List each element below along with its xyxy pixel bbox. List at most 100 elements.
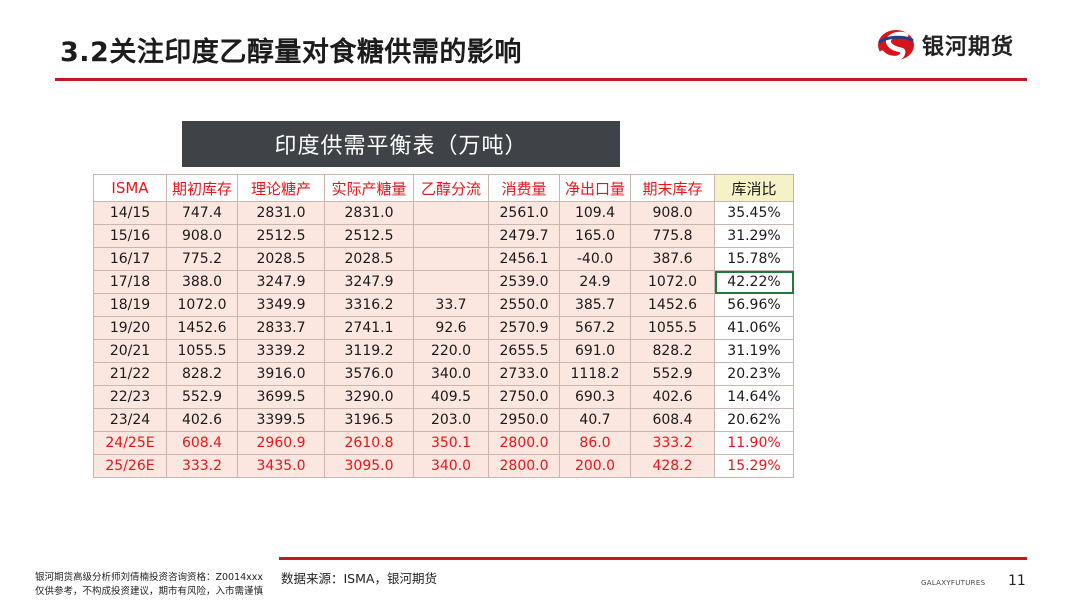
table-cell[interactable]: 2655.5 <box>488 339 560 363</box>
season-cell[interactable]: 15/16 <box>93 224 167 248</box>
table-cell[interactable]: 35.45% <box>714 201 794 225</box>
table-cell[interactable]: 3435.0 <box>237 454 325 478</box>
table-cell[interactable]: 2456.1 <box>488 247 560 271</box>
table-cell[interactable]: 165.0 <box>559 224 631 248</box>
table-cell[interactable]: 1452.6 <box>166 316 238 340</box>
table-cell[interactable]: 86.0 <box>559 431 631 455</box>
table-cell[interactable]: 828.2 <box>630 339 715 363</box>
table-cell[interactable]: 402.6 <box>630 385 715 409</box>
table-cell[interactable]: 385.7 <box>559 293 631 317</box>
table-cell[interactable]: 14.64% <box>714 385 794 409</box>
season-cell[interactable]: 20/21 <box>93 339 167 363</box>
table-cell[interactable]: 402.6 <box>166 408 238 432</box>
table-cell[interactable]: 3399.5 <box>237 408 325 432</box>
table-cell[interactable]: 3699.5 <box>237 385 325 409</box>
table-cell[interactable]: 11.90% <box>714 431 794 455</box>
table-cell[interactable]: 15.78% <box>714 247 794 271</box>
table-cell[interactable]: 1072.0 <box>166 293 238 317</box>
table-cell[interactable]: 340.0 <box>413 362 489 386</box>
table-cell[interactable]: 1118.2 <box>559 362 631 386</box>
table-cell[interactable]: 690.3 <box>559 385 631 409</box>
table-cell[interactable]: 2539.0 <box>488 270 560 294</box>
table-cell[interactable]: 42.22% <box>714 270 794 294</box>
table-cell[interactable]: 1452.6 <box>630 293 715 317</box>
table-cell[interactable] <box>413 247 489 271</box>
table-cell[interactable]: 552.9 <box>166 385 238 409</box>
table-cell[interactable]: 203.0 <box>413 408 489 432</box>
table-cell[interactable]: 41.06% <box>714 316 794 340</box>
table-cell[interactable] <box>413 201 489 225</box>
table-cell[interactable]: 2561.0 <box>488 201 560 225</box>
table-cell[interactable]: 3247.9 <box>237 270 325 294</box>
season-cell[interactable]: 24/25E <box>93 431 167 455</box>
table-cell[interactable]: 2512.5 <box>324 224 414 248</box>
table-cell[interactable]: 2570.9 <box>488 316 560 340</box>
table-cell[interactable]: 2741.1 <box>324 316 414 340</box>
table-cell[interactable]: 608.4 <box>630 408 715 432</box>
table-cell[interactable]: 3095.0 <box>324 454 414 478</box>
table-cell[interactable]: 333.2 <box>166 454 238 478</box>
table-cell[interactable]: 2479.7 <box>488 224 560 248</box>
table-cell[interactable]: 691.0 <box>559 339 631 363</box>
table-cell[interactable]: 2512.5 <box>237 224 325 248</box>
table-cell[interactable]: 340.0 <box>413 454 489 478</box>
table-cell[interactable]: 2028.5 <box>237 247 325 271</box>
table-cell[interactable]: 1072.0 <box>630 270 715 294</box>
table-cell[interactable] <box>413 224 489 248</box>
table-cell[interactable] <box>413 270 489 294</box>
table-cell[interactable]: 2750.0 <box>488 385 560 409</box>
table-cell[interactable]: 775.2 <box>166 247 238 271</box>
table-cell[interactable]: 388.0 <box>166 270 238 294</box>
table-cell[interactable]: 350.1 <box>413 431 489 455</box>
table-cell[interactable]: 2028.5 <box>324 247 414 271</box>
table-cell[interactable]: 3247.9 <box>324 270 414 294</box>
table-cell[interactable]: 333.2 <box>630 431 715 455</box>
season-cell[interactable]: 17/18 <box>93 270 167 294</box>
season-cell[interactable]: 19/20 <box>93 316 167 340</box>
season-cell[interactable]: 22/23 <box>93 385 167 409</box>
table-cell[interactable]: 200.0 <box>559 454 631 478</box>
table-cell[interactable]: 40.7 <box>559 408 631 432</box>
table-cell[interactable]: 608.4 <box>166 431 238 455</box>
table-cell[interactable]: 428.2 <box>630 454 715 478</box>
table-cell[interactable]: 3576.0 <box>324 362 414 386</box>
table-cell[interactable]: 2610.8 <box>324 431 414 455</box>
table-cell[interactable]: 2800.0 <box>488 454 560 478</box>
table-cell[interactable]: 2800.0 <box>488 431 560 455</box>
season-cell[interactable]: 16/17 <box>93 247 167 271</box>
table-cell[interactable]: 24.9 <box>559 270 631 294</box>
table-cell[interactable]: 1055.5 <box>630 316 715 340</box>
table-cell[interactable]: 775.8 <box>630 224 715 248</box>
table-cell[interactable]: 3349.9 <box>237 293 325 317</box>
table-cell[interactable]: 409.5 <box>413 385 489 409</box>
table-cell[interactable]: 1055.5 <box>166 339 238 363</box>
table-cell[interactable]: 20.62% <box>714 408 794 432</box>
table-cell[interactable]: 220.0 <box>413 339 489 363</box>
table-cell[interactable]: 908.0 <box>166 224 238 248</box>
table-cell[interactable]: 2831.0 <box>324 201 414 225</box>
table-cell[interactable]: 2550.0 <box>488 293 560 317</box>
table-cell[interactable]: 2733.0 <box>488 362 560 386</box>
table-cell[interactable]: 2831.0 <box>237 201 325 225</box>
table-cell[interactable]: 387.6 <box>630 247 715 271</box>
table-cell[interactable]: 3119.2 <box>324 339 414 363</box>
table-cell[interactable]: 552.9 <box>630 362 715 386</box>
season-cell[interactable]: 14/15 <box>93 201 167 225</box>
table-cell[interactable]: 2950.0 <box>488 408 560 432</box>
table-cell[interactable]: 2833.7 <box>237 316 325 340</box>
table-cell[interactable]: 92.6 <box>413 316 489 340</box>
season-cell[interactable]: 23/24 <box>93 408 167 432</box>
table-cell[interactable]: 908.0 <box>630 201 715 225</box>
table-cell[interactable]: 2960.9 <box>237 431 325 455</box>
table-cell[interactable]: 828.2 <box>166 362 238 386</box>
table-cell[interactable]: 31.29% <box>714 224 794 248</box>
table-cell[interactable]: 56.96% <box>714 293 794 317</box>
table-cell[interactable]: -40.0 <box>559 247 631 271</box>
table-cell[interactable]: 3290.0 <box>324 385 414 409</box>
table-cell[interactable]: 31.19% <box>714 339 794 363</box>
season-cell[interactable]: 18/19 <box>93 293 167 317</box>
table-cell[interactable]: 33.7 <box>413 293 489 317</box>
table-cell[interactable]: 747.4 <box>166 201 238 225</box>
season-cell[interactable]: 25/26E <box>93 454 167 478</box>
season-cell[interactable]: 21/22 <box>93 362 167 386</box>
